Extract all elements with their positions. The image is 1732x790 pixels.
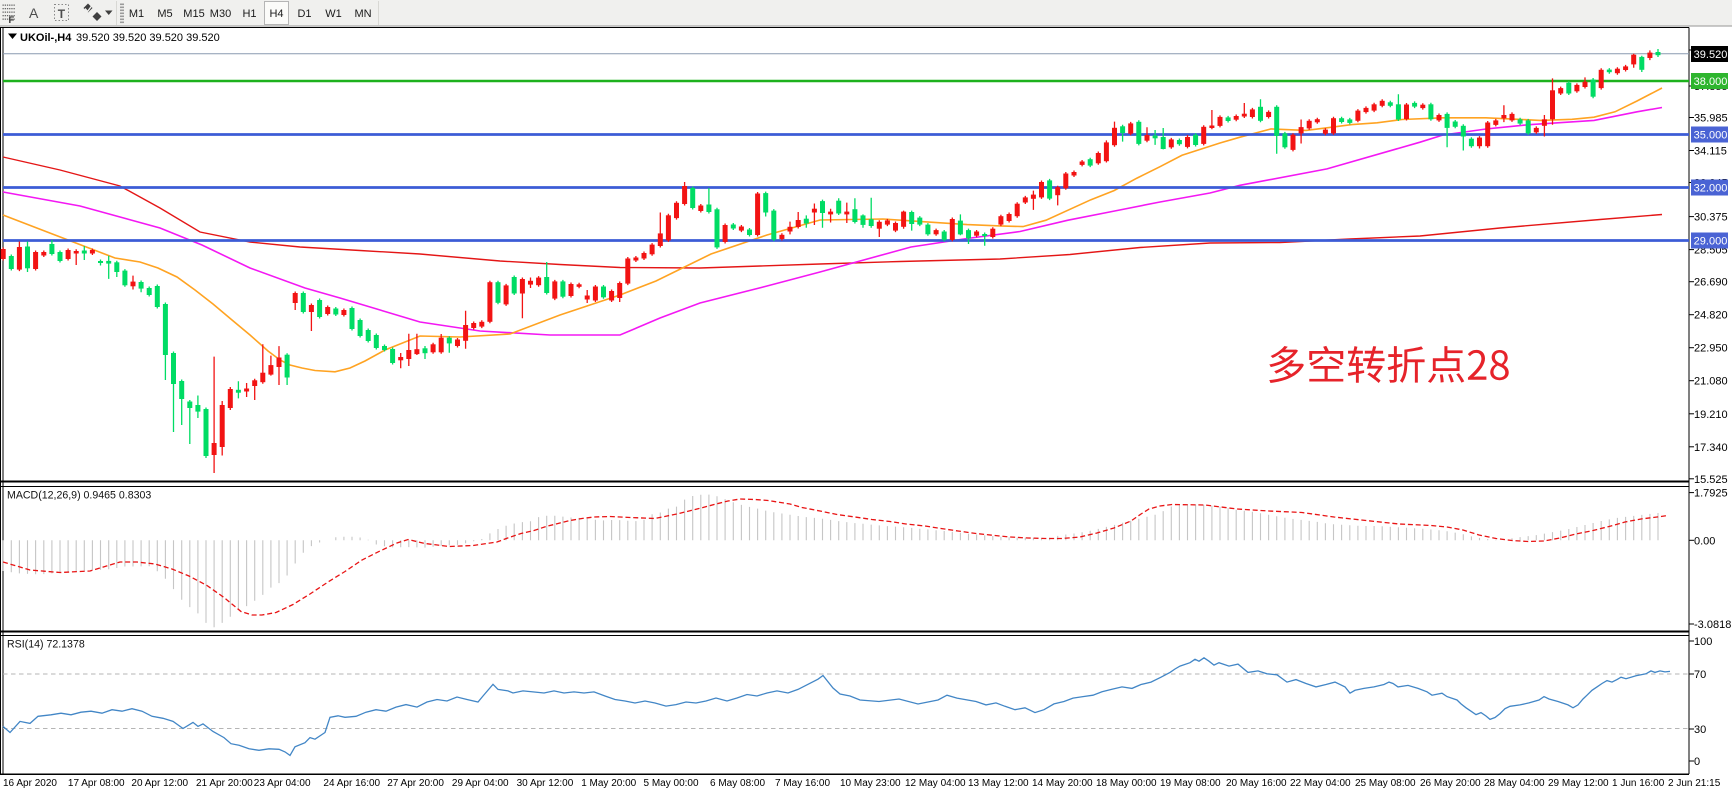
- svg-text:5 May 00:00: 5 May 00:00: [644, 778, 699, 789]
- svg-text:H1: H1: [242, 8, 256, 20]
- svg-text:28 May 04:00: 28 May 04:00: [1484, 778, 1545, 789]
- svg-text:22.950: 22.950: [1694, 343, 1728, 355]
- svg-text:15.525: 15.525: [1694, 474, 1728, 486]
- svg-text:W1: W1: [325, 8, 342, 20]
- svg-text:M15: M15: [183, 8, 204, 20]
- svg-text:0.00: 0.00: [1694, 535, 1715, 547]
- svg-text:100: 100: [1694, 636, 1712, 648]
- svg-text:27 Apr 20:00: 27 Apr 20:00: [387, 778, 444, 789]
- svg-text:13 May 12:00: 13 May 12:00: [968, 778, 1029, 789]
- svg-text:2 Jun 21:15: 2 Jun 21:15: [1668, 778, 1721, 789]
- svg-text:32.000: 32.000: [1694, 183, 1728, 195]
- svg-text:38.000: 38.000: [1694, 76, 1728, 88]
- svg-text:0: 0: [1694, 756, 1700, 768]
- svg-text:M5: M5: [157, 8, 172, 20]
- svg-text:19 May 08:00: 19 May 08:00: [1160, 778, 1221, 789]
- svg-text:7 May 16:00: 7 May 16:00: [775, 778, 830, 789]
- svg-text:25 May 08:00: 25 May 08:00: [1355, 778, 1416, 789]
- svg-text:35.000: 35.000: [1694, 130, 1728, 142]
- svg-text:H4: H4: [269, 8, 283, 20]
- svg-text:16 Apr 2020: 16 Apr 2020: [3, 778, 57, 789]
- svg-text:30.375: 30.375: [1694, 212, 1728, 224]
- svg-text:29 May 12:00: 29 May 12:00: [1548, 778, 1609, 789]
- svg-text:34.115: 34.115: [1694, 146, 1727, 158]
- svg-text:24 Apr 16:00: 24 Apr 16:00: [323, 778, 380, 789]
- svg-text:14 May 20:00: 14 May 20:00: [1032, 778, 1093, 789]
- svg-text:6 May 08:00: 6 May 08:00: [710, 778, 765, 789]
- svg-text:29.000: 29.000: [1694, 236, 1728, 248]
- svg-text:20 Apr 12:00: 20 Apr 12:00: [131, 778, 188, 789]
- svg-text:17.340: 17.340: [1694, 442, 1728, 454]
- svg-text:26.690: 26.690: [1694, 277, 1728, 289]
- svg-text:MN: MN: [354, 8, 371, 20]
- svg-text:1 May 20:00: 1 May 20:00: [581, 778, 636, 789]
- svg-text:UKOil-,H4: UKOil-,H4: [20, 32, 72, 44]
- svg-text:19.210: 19.210: [1694, 409, 1728, 421]
- svg-text:A: A: [29, 5, 39, 21]
- svg-text:35.985: 35.985: [1694, 113, 1728, 125]
- svg-text:10 May 23:00: 10 May 23:00: [840, 778, 901, 789]
- svg-text:F: F: [9, 15, 15, 26]
- svg-text:RSI(14) 72.1378: RSI(14) 72.1378: [7, 639, 85, 651]
- svg-text:39.520 39.520 39.520 39.520: 39.520 39.520 39.520 39.520: [76, 32, 220, 44]
- svg-text:21.080: 21.080: [1694, 376, 1728, 388]
- svg-text:30 Apr 12:00: 30 Apr 12:00: [517, 778, 574, 789]
- svg-text:20 May 16:00: 20 May 16:00: [1226, 778, 1287, 789]
- svg-text:39.520: 39.520: [1694, 49, 1728, 61]
- svg-text:M30: M30: [210, 8, 231, 20]
- svg-text:26 May 20:00: 26 May 20:00: [1420, 778, 1481, 789]
- svg-text:17 Apr 08:00: 17 Apr 08:00: [68, 778, 125, 789]
- svg-text:12 May 04:00: 12 May 04:00: [905, 778, 966, 789]
- svg-text:-3.0818: -3.0818: [1694, 619, 1731, 631]
- svg-text:70: 70: [1694, 669, 1706, 681]
- svg-text:21 Apr 20:00: 21 Apr 20:00: [196, 778, 253, 789]
- svg-text:30: 30: [1694, 724, 1706, 736]
- svg-text:T: T: [58, 7, 66, 21]
- svg-text:D1: D1: [297, 8, 311, 20]
- svg-text:24.820: 24.820: [1694, 310, 1728, 322]
- svg-text:MACD(12,26,9) 0.9465 0.8303: MACD(12,26,9) 0.9465 0.8303: [7, 490, 151, 502]
- svg-text:1.7925: 1.7925: [1694, 488, 1728, 500]
- svg-text:22 May 04:00: 22 May 04:00: [1290, 778, 1351, 789]
- svg-text:18 May 00:00: 18 May 00:00: [1096, 778, 1157, 789]
- svg-text:M1: M1: [129, 8, 144, 20]
- svg-text:1 Jun 16:00: 1 Jun 16:00: [1612, 778, 1665, 789]
- svg-text:29 Apr 04:00: 29 Apr 04:00: [452, 778, 509, 789]
- svg-text:23 Apr 04:00: 23 Apr 04:00: [254, 778, 311, 789]
